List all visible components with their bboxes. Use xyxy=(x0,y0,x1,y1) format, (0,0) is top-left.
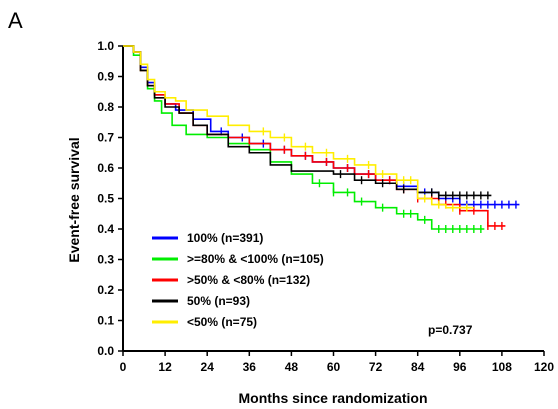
x-tick-label: 96 xyxy=(453,360,467,374)
legend: 100% (n=391) >=80% & <100% (n=105) >50% & … xyxy=(152,231,324,329)
series-layer xyxy=(123,45,520,233)
legend-label: 100% (n=391) xyxy=(187,231,263,245)
y-axis-title: Event-free survival xyxy=(66,137,82,262)
y-tick-label: 0.1 xyxy=(97,314,114,328)
y-tick-label: 0.8 xyxy=(97,100,114,114)
series-4 xyxy=(123,45,474,212)
y-tick-label: 0.3 xyxy=(97,253,114,267)
survival-curve xyxy=(123,45,485,230)
x-tick-label: 36 xyxy=(243,360,257,374)
y-tick-label: 0.9 xyxy=(97,70,114,84)
y-axis: 0.0 0.1 0.2 0.3 0.4 0.5 0.6 0.7 0.8 0.9 1.0 xyxy=(97,39,123,358)
x-tick-label: 84 xyxy=(411,360,425,374)
x-tick-label: 72 xyxy=(369,360,383,374)
x-tick-label: 12 xyxy=(158,360,172,374)
x-tick-label: 24 xyxy=(201,360,215,374)
y-tick-label: 0.2 xyxy=(97,283,114,297)
x-tick-label: 120 xyxy=(534,360,554,374)
x-tick-label: 0 xyxy=(120,360,127,374)
x-tick-label: 60 xyxy=(327,360,341,374)
y-tick-label: 1.0 xyxy=(97,39,114,53)
series-2 xyxy=(123,45,506,230)
y-tick-label: 0.0 xyxy=(97,344,114,358)
series-3 xyxy=(123,45,492,200)
x-tick-label: 48 xyxy=(285,360,299,374)
legend-label: >50% & <80% (n=132) xyxy=(187,273,310,287)
legend-label: >=80% & <100% (n=105) xyxy=(187,252,324,266)
y-tick-label: 0.4 xyxy=(97,222,114,236)
y-tick-label: 0.6 xyxy=(97,161,114,175)
x-axis: 0 12 24 36 48 60 72 84 96 108 120 xyxy=(120,351,554,374)
y-tick-label: 0.5 xyxy=(97,192,114,206)
x-axis-title: Months since randomization xyxy=(238,390,427,406)
series-0 xyxy=(123,45,520,209)
series-1 xyxy=(123,45,485,233)
legend-label: <50% (n=75) xyxy=(187,315,257,329)
survival-curve xyxy=(123,45,492,197)
p-value-annotation: p=0.737 xyxy=(428,323,473,337)
y-tick-label: 0.7 xyxy=(97,131,114,145)
survival-curve xyxy=(123,45,474,209)
legend-label: 50% (n=93) xyxy=(187,294,250,308)
x-tick-label: 108 xyxy=(492,360,512,374)
panel-letter: A xyxy=(8,8,23,33)
